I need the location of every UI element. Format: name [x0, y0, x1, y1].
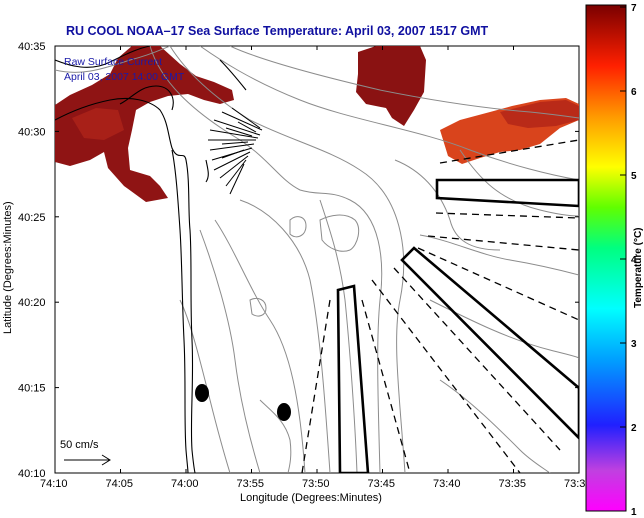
scale-label: 50 cm/s: [60, 439, 99, 451]
x-tick-label: 73:35: [499, 478, 527, 490]
study-area-polygons: [336, 178, 579, 473]
x-tick-label: 73:55: [237, 478, 265, 490]
colorbar: [585, 4, 627, 512]
colorbar-tick-label: 6: [631, 87, 637, 98]
map-content: [55, 46, 579, 473]
box-diagonal: [400, 246, 579, 440]
y-tick-label: 40:15: [18, 383, 46, 395]
x-tick-label: 73:45: [368, 478, 396, 490]
x-tick-label: 74:00: [171, 478, 199, 490]
legend-line-1: Raw Surface Current: [64, 56, 162, 68]
surface-current-vectors: [208, 107, 263, 195]
colorbar-label: Temperature (°C): [633, 228, 644, 309]
y-tick-label: 40:20: [18, 297, 46, 309]
x-tick-label: 74:10: [40, 478, 68, 490]
y-tick-label: 40:25: [18, 212, 46, 224]
scale-arrow: [64, 454, 111, 466]
radial-dashed-lines: [301, 139, 579, 473]
y-tick-label: 40:30: [18, 126, 46, 138]
x-tick-label: 74:05: [106, 478, 134, 490]
sst-patch-northwest: [55, 46, 234, 202]
marker-ellipse-west: [195, 384, 209, 402]
box-northeast: [435, 178, 579, 208]
x-axis-ticks: 74:10 74:05 74:00 73:55 73:50 73:45 73:40 73:35…: [40, 46, 585, 490]
sst-patch-northeast-warm: [500, 100, 579, 128]
x-axis-label: Longitude (Degrees:Minutes): [240, 492, 382, 504]
colorbar-tick-label: 2: [631, 423, 637, 434]
sst-patch-northwest-hot: [72, 108, 124, 140]
y-axis-label: Latitude (Degrees:Minutes): [2, 201, 14, 334]
box-vertical: [336, 284, 370, 473]
map-title: RU COOL NOAA–17 Sea Surface Temperature:…: [66, 24, 489, 38]
x-tick-label: 73:40: [433, 478, 461, 490]
bathymetry-contours: [55, 46, 579, 473]
y-tick-label: 40:35: [18, 41, 46, 53]
colorbar-tick-label: 7: [631, 3, 637, 14]
colorbar-tick-label: 1: [631, 507, 637, 518]
x-tick-label: 73:3: [564, 478, 585, 490]
colorbar-tick-label: 3: [631, 339, 637, 350]
sst-patch-north-central: [356, 46, 426, 126]
marker-ellipse-east: [277, 403, 291, 421]
y-axis-ticks: 40:35 40:30 40:25 40:20 40:15 40:10: [18, 41, 579, 480]
y-tick-label: 40:10: [18, 468, 46, 480]
colorbar-tick-label: 5: [631, 171, 637, 182]
legend-line-2: April 03, 2007 14:00 GMT: [64, 71, 185, 83]
colorbar-ticks: 7 6 5 4 3 2 1: [620, 3, 637, 518]
shoreline: [55, 46, 247, 473]
colorbar-tick-label: 4: [631, 255, 637, 266]
x-tick-label: 73:50: [302, 478, 330, 490]
